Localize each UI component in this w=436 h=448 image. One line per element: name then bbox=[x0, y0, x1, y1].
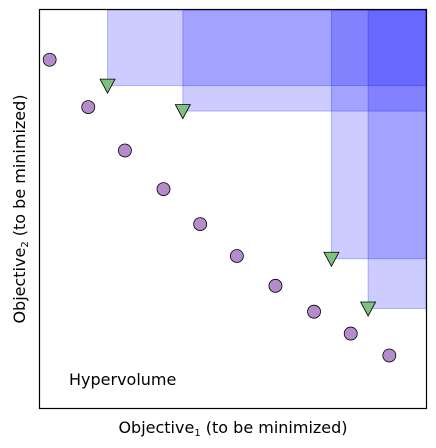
hypervolume-region-4 bbox=[367, 9, 427, 309]
circle-point-4 bbox=[156, 182, 171, 197]
circle-point-5 bbox=[193, 217, 208, 232]
data-points bbox=[42, 52, 397, 363]
axes-frame bbox=[38, 8, 428, 410]
hypervolume-regions bbox=[107, 9, 427, 309]
hypervolume-region-2 bbox=[182, 9, 427, 112]
circle-point-3 bbox=[118, 143, 132, 158]
hypervolume-region-1 bbox=[107, 9, 427, 87]
circle-point-8 bbox=[307, 304, 321, 319]
triangle-point-4 bbox=[359, 301, 377, 317]
x-axis-label: Objective1 (to be minimized) bbox=[118, 418, 347, 439]
circle-point-6 bbox=[229, 249, 244, 263]
circle-point-2 bbox=[81, 100, 96, 115]
circle-point-1 bbox=[42, 52, 57, 67]
circle-point-7 bbox=[268, 278, 283, 293]
triangle-point-2 bbox=[174, 104, 191, 120]
y-axis-label: Objective2 (to be minimized) bbox=[10, 94, 31, 323]
hypervolume-annotation: Hypervolume bbox=[69, 370, 176, 389]
circle-point-9 bbox=[343, 326, 358, 341]
triangle-point-1 bbox=[99, 78, 116, 94]
triangle-point-3 bbox=[323, 251, 340, 268]
circle-point-10 bbox=[382, 348, 397, 363]
